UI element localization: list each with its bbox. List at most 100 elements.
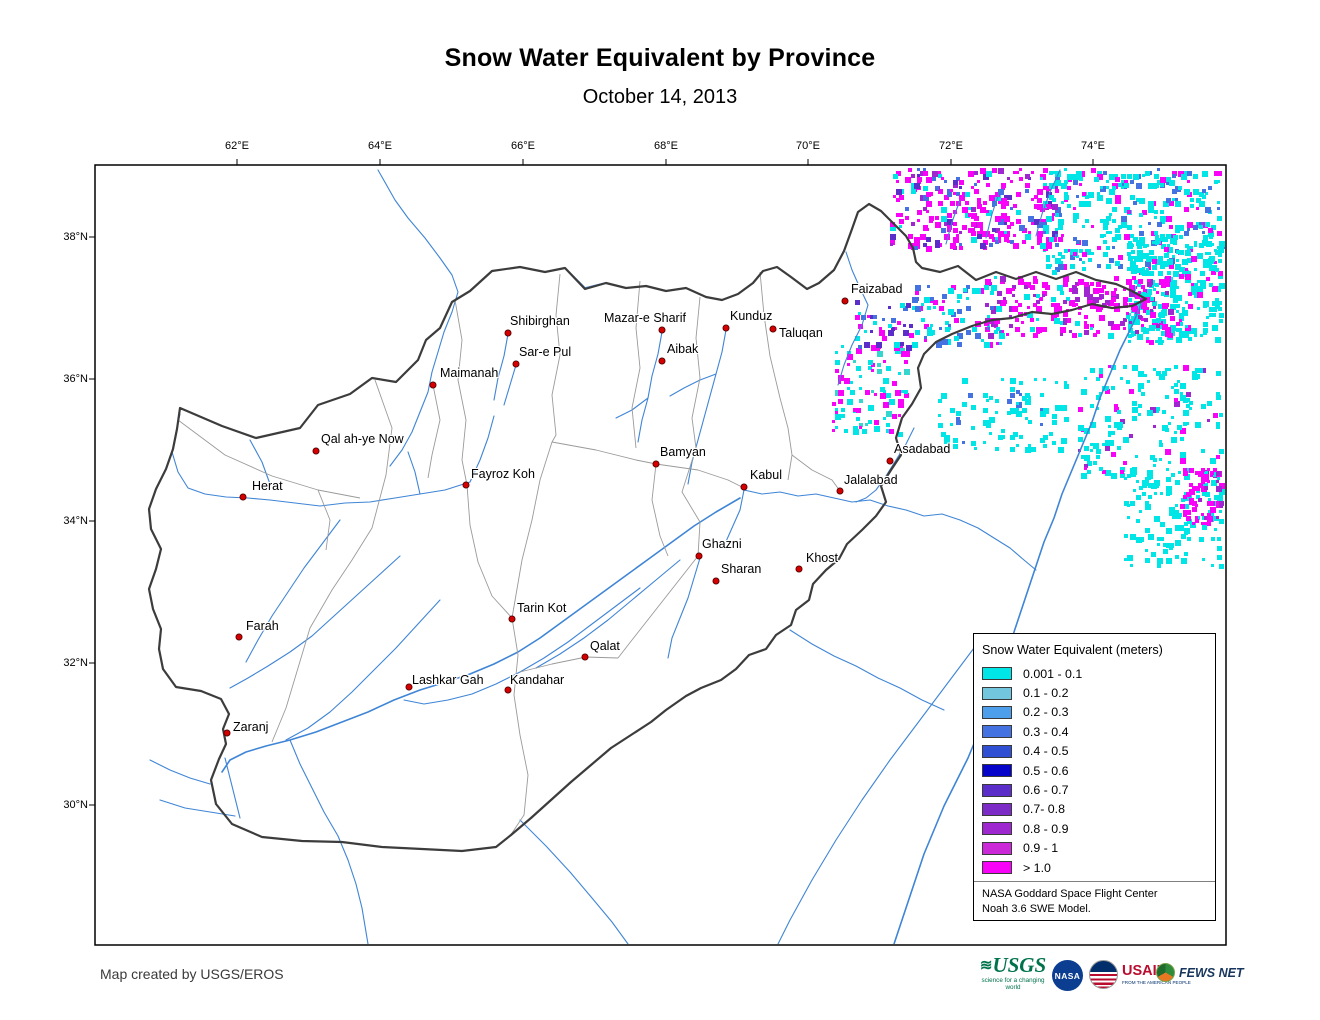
fews-net-globe-icon — [1156, 963, 1175, 982]
snow-pixel — [1132, 467, 1137, 472]
snow-pixel — [989, 234, 994, 239]
snow-pixel — [1051, 303, 1055, 307]
snow-pixel — [1143, 289, 1147, 293]
snow-pixel — [1078, 333, 1082, 337]
snow-pixel — [1036, 318, 1039, 321]
snow-pixel — [1022, 240, 1026, 244]
snow-pixel — [1128, 256, 1133, 261]
snow-pixel — [1152, 322, 1155, 325]
snow-pixel — [1160, 237, 1165, 242]
snow-pixel — [1130, 501, 1135, 506]
snow-pixel — [1084, 282, 1089, 287]
snow-pixel — [927, 285, 930, 288]
snow-pixel — [1209, 313, 1213, 317]
snow-pixel — [1090, 449, 1093, 452]
snow-pixel — [1212, 307, 1217, 312]
snow-pixel — [994, 318, 1000, 324]
snow-pixel — [1114, 303, 1118, 307]
snow-pixel — [1138, 291, 1141, 294]
snow-pixel — [1176, 322, 1180, 326]
snow-pixel — [1102, 470, 1106, 474]
snow-pixel — [915, 291, 919, 295]
legend-note-line1: NASA Goddard Space Flight Center — [982, 888, 1158, 901]
snow-pixel — [1084, 291, 1090, 297]
snow-pixel — [1185, 274, 1191, 280]
snow-pixel — [1027, 297, 1030, 300]
snow-pixel — [1173, 271, 1179, 277]
snow-pixel — [1161, 283, 1166, 288]
snow-pixel — [1106, 180, 1109, 183]
snow-pixel — [944, 234, 950, 240]
snow-pixel — [1090, 368, 1095, 373]
snow-pixel — [1123, 300, 1127, 304]
snow-pixel — [1175, 510, 1179, 514]
snow-pixel — [933, 300, 938, 305]
snow-pixel — [1208, 498, 1211, 501]
snow-pixel — [1138, 383, 1144, 389]
legend-item: 0.8 - 0.9 — [974, 819, 1215, 838]
snow-pixel — [1052, 213, 1055, 216]
snow-pixel — [1163, 549, 1168, 554]
snow-pixel — [1031, 198, 1034, 201]
snow-pixel — [1203, 331, 1207, 335]
snow-pixel — [1192, 501, 1197, 506]
snow-pixel — [1194, 244, 1197, 247]
snow-pixel — [1141, 285, 1145, 289]
snow-pixel — [1150, 309, 1153, 312]
snow-pixel — [921, 303, 924, 306]
snow-pixel — [966, 306, 971, 311]
snow-pixel — [1025, 393, 1030, 398]
snow-pixel — [1197, 280, 1200, 283]
legend-item-label: 0.001 - 0.1 — [1023, 666, 1083, 681]
snow-pixel — [1128, 313, 1131, 316]
snow-pixel — [1131, 331, 1136, 336]
snow-pixel — [1073, 207, 1076, 210]
snow-pixel — [1162, 410, 1166, 414]
snow-pixel — [920, 234, 926, 240]
snow-pixel — [968, 207, 971, 210]
snow-pixel — [1126, 380, 1130, 384]
snow-pixel — [1211, 225, 1216, 230]
legend-item-label: 0.8 - 0.9 — [1023, 821, 1069, 836]
snow-pixel — [1159, 458, 1162, 461]
snow-pixel — [896, 213, 900, 217]
legend-swatch — [982, 705, 1012, 719]
snow-pixel — [1037, 240, 1042, 245]
snow-pixel — [1189, 489, 1193, 493]
city-dot — [508, 615, 516, 623]
snow-pixel — [1166, 492, 1170, 496]
snow-pixel — [1130, 468, 1133, 471]
snow-pixel — [980, 243, 986, 249]
snow-pixel — [1084, 464, 1088, 468]
snow-pixel — [1109, 174, 1115, 180]
snow-pixel — [1051, 297, 1056, 302]
city-dot — [886, 457, 894, 465]
snow-pixel — [868, 360, 873, 365]
snow-pixel — [959, 231, 962, 234]
snow-pixel — [1024, 285, 1028, 289]
snow-pixel — [1028, 444, 1031, 447]
snow-pixel — [1079, 201, 1085, 207]
snow-pixel — [1134, 280, 1138, 284]
snow-pixel — [1132, 276, 1136, 280]
snow-pixel — [1175, 555, 1179, 559]
snow-pixel — [889, 399, 895, 405]
snow-pixel — [1204, 474, 1209, 479]
snow-pixel — [986, 210, 989, 213]
snow-pixel — [1039, 297, 1043, 301]
snow-pixel — [858, 312, 861, 315]
snow-pixel — [1150, 312, 1156, 318]
snow-pixel — [1064, 384, 1069, 389]
snow-pixel — [1158, 340, 1163, 345]
snow-pixel — [995, 240, 999, 244]
snow-pixel — [880, 393, 886, 399]
snow-pixel — [971, 441, 976, 446]
snow-pixel — [1132, 407, 1138, 413]
snow-pixel — [1055, 267, 1060, 272]
snow-pixel — [1153, 368, 1156, 371]
snow-pixel — [856, 366, 861, 371]
snow-pixel — [1028, 420, 1032, 424]
snow-pixel — [859, 399, 863, 403]
snow-pixel — [1211, 243, 1214, 246]
snow-pixel — [1084, 321, 1087, 324]
